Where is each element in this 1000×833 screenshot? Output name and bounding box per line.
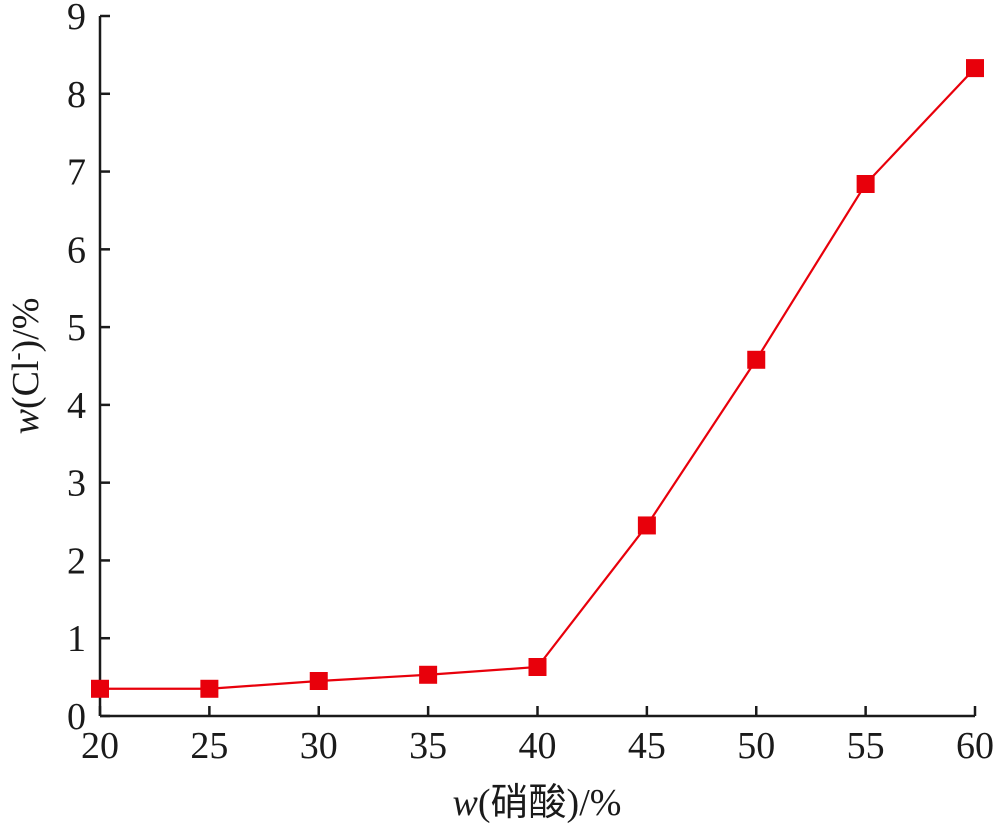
data-point-marker [200,679,219,698]
y-tick-label: 3 [67,463,86,505]
y-tick-label: 5 [67,307,86,349]
y-axis-title-tail: )/% [5,298,47,353]
data-point-marker [747,350,766,369]
x-tick-label: 20 [81,725,119,767]
data-point-marker [637,516,656,535]
x-tick-label: 25 [190,725,228,767]
y-axis-title-rest: (Cl [5,360,47,409]
y-axis-ticks: 0 1 2 3 4 5 6 7 8 9 [67,0,110,738]
x-tick-label: 55 [847,725,885,767]
series-layer [91,59,984,698]
data-point-marker [309,672,328,690]
data-point-marker [966,59,984,78]
data-point-marker [856,175,875,193]
x-axis-ticks: 20 25 30 35 40 45 50 55 60 [81,706,994,767]
y-tick-label: 2 [67,540,86,582]
x-tick-label: 30 [300,725,338,767]
data-point-marker [91,679,109,698]
y-axis-title: w(Cl-)/% [5,298,47,435]
x-axis-title: w(硝酸)/% [453,782,622,824]
x-tick-label: 40 [519,725,557,767]
y-axis-title-sup: - [5,352,31,360]
series-line [100,67,976,690]
x-tick-label: 35 [409,725,447,767]
y-axis-title-var: w [5,408,47,434]
y-tick-label: 7 [67,152,86,194]
y-tick-label: 0 [67,696,86,738]
data-point-marker [528,658,547,676]
x-tick-label: 45 [628,725,666,767]
y-tick-label: 4 [67,385,86,427]
y-tick-label: 6 [67,229,86,271]
x-tick-label: 60 [956,725,994,767]
plot-frame [98,16,975,718]
y-tick-label: 1 [67,618,86,660]
y-tick-label: 8 [67,74,86,116]
y-tick-label: 9 [67,0,86,38]
x-tick-label: 50 [737,725,775,767]
data-point-marker [419,665,438,684]
x-axis-title-rest: (硝酸)/% [478,782,622,824]
x-axis-title-var: w [453,782,479,824]
